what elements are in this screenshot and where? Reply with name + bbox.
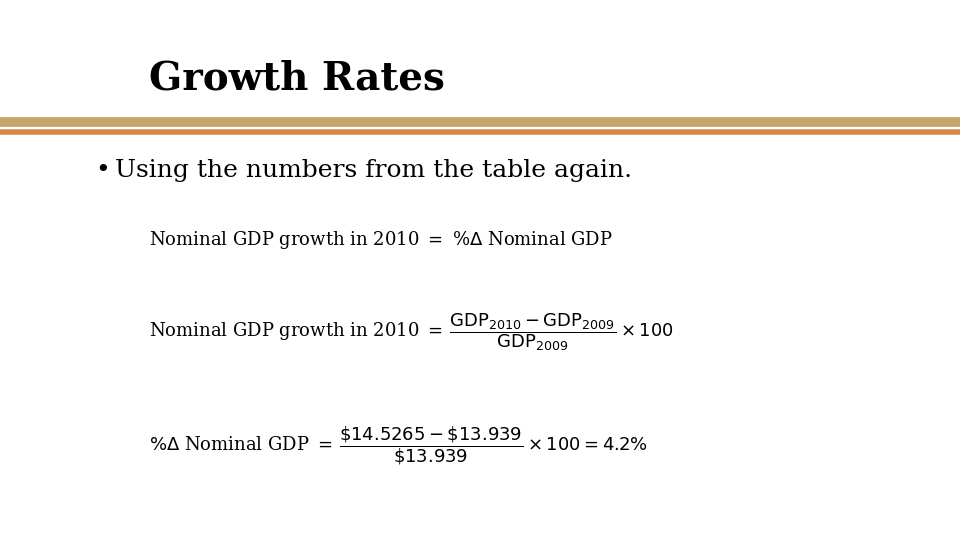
Text: Growth Rates: Growth Rates xyxy=(149,59,444,97)
Text: Nominal GDP growth in 2010 $=$ %$\Delta$ Nominal GDP: Nominal GDP growth in 2010 $=$ %$\Delta$… xyxy=(149,230,612,251)
Text: Nominal GDP growth in 2010 $=\,\dfrac{\mathrm{GDP}_{2010} - \mathrm{GDP}_{2009}}: Nominal GDP growth in 2010 $=\,\dfrac{\m… xyxy=(149,311,673,353)
Text: •: • xyxy=(96,159,110,181)
Text: $\%\Delta$ Nominal GDP $=\,\dfrac{\$14.5265 - \$13.939}{\$13.939}\times 100 = 4.: $\%\Delta$ Nominal GDP $=\,\dfrac{\$14.5… xyxy=(149,424,648,467)
Text: Using the numbers from the table again.: Using the numbers from the table again. xyxy=(115,159,633,181)
